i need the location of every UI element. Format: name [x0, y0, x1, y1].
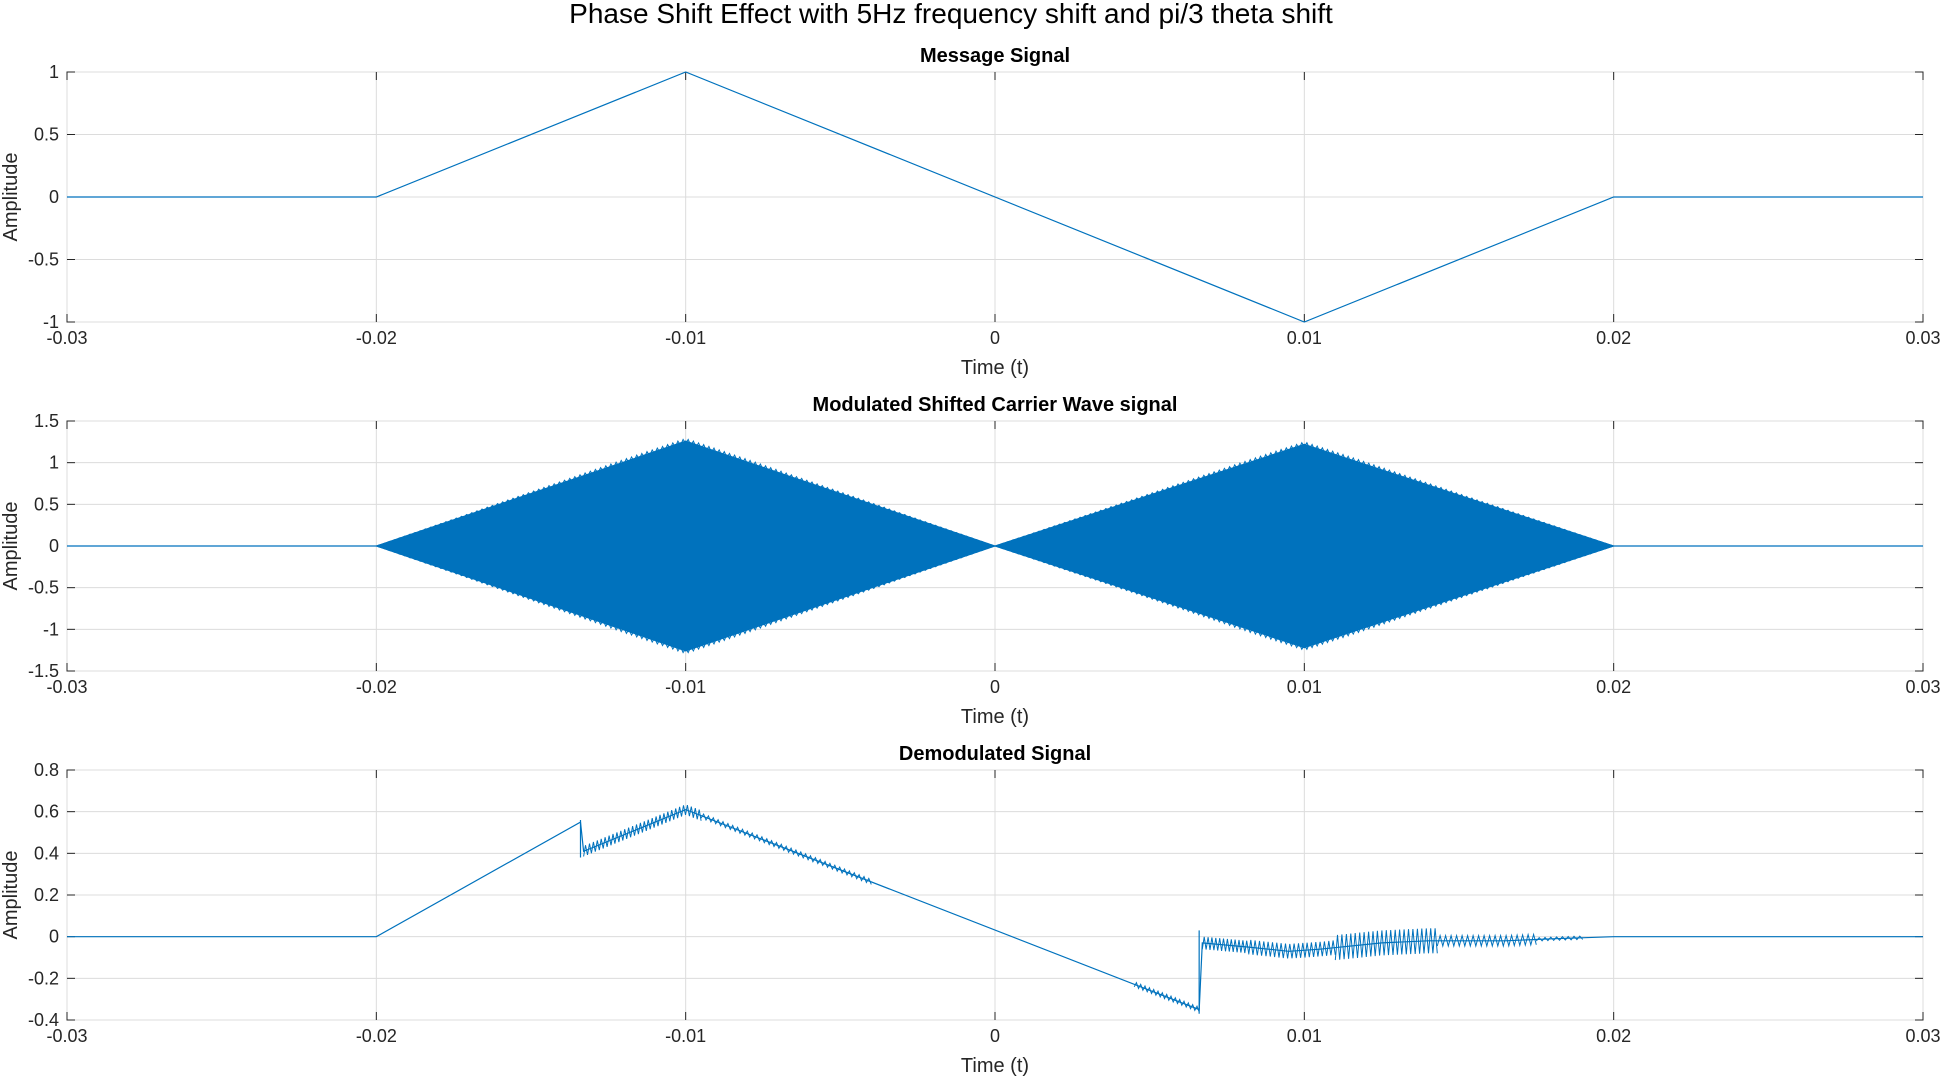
modulated-signal-lower-edge	[376, 545, 1614, 654]
x-tick-label: 0	[990, 328, 1000, 348]
x-tick-label: 0.03	[1905, 328, 1940, 348]
x-tick-label: -0.02	[356, 677, 397, 697]
x-tick-label: -0.02	[356, 1026, 397, 1046]
x-tick-label: -0.03	[46, 1026, 87, 1046]
y-tick-label: -0.5	[28, 250, 59, 270]
y-tick-label: -1	[43, 619, 59, 639]
demod-ripple-segment-e	[1535, 935, 1584, 942]
demod-ripple-segment-a	[1201, 936, 1250, 954]
y-tick-label: 0.2	[34, 885, 59, 905]
x-tick-label: 0.01	[1287, 1026, 1322, 1046]
x-tick-label: 0.02	[1596, 328, 1631, 348]
y-tick-label: 1	[49, 62, 59, 82]
y-tick-label: 0	[49, 536, 59, 556]
x-tick-label: 0.02	[1596, 1026, 1631, 1046]
y-tick-label: 0	[49, 927, 59, 947]
y-tick-label: -1.5	[28, 661, 59, 681]
ticks: -0.03 -0.02 -0.01 0 0.01 0.02 0.03 -1 -0.5 0 0.5 1	[28, 62, 1941, 348]
y-tick-label: 0.8	[34, 760, 59, 780]
x-axis-label: Time (t)	[961, 706, 1029, 728]
subplot-title: Message Signal	[920, 45, 1070, 67]
subplot-modulated-signal: -0.03 -0.02 -0.01 0 0.01 0.02 0.03 -1.5 -1 -0.5 0 0…	[0, 394, 1941, 728]
ticks: -0.03 -0.02 -0.01 0 0.01 0.02 0.03 -1.5 -1 -0.5 0 0…	[28, 411, 1941, 697]
plot-area	[67, 438, 1923, 654]
x-axis-label: Time (t)	[961, 357, 1029, 379]
y-tick-label: 0	[49, 187, 59, 207]
y-tick-label: -0.4	[28, 1010, 59, 1030]
y-tick-label: 0.6	[34, 802, 59, 822]
subplot-title: Demodulated Signal	[899, 743, 1091, 765]
demod-ripple-trough	[1133, 981, 1200, 1013]
x-tick-label: -0.01	[665, 1026, 706, 1046]
signal-line	[67, 71, 1923, 323]
x-tick-label: -0.03	[46, 677, 87, 697]
demod-ripple-descent	[700, 813, 872, 885]
y-tick-label: 0.4	[34, 843, 59, 863]
x-tick-label: -0.01	[665, 328, 706, 348]
demod-ripple-peak	[583, 805, 702, 857]
y-tick-label: -0.5	[28, 578, 59, 598]
x-tick-label: 0	[990, 677, 1000, 697]
y-tick-label: 0.5	[34, 125, 59, 145]
x-tick-label: 0.01	[1287, 677, 1322, 697]
x-axis-label: Time (t)	[961, 1055, 1029, 1077]
y-tick-label: -1	[43, 312, 59, 332]
subplot-message-signal: -0.03 -0.02 -0.01 0 0.01 0.02 0.03-1-0.500.51 …	[0, 45, 1941, 379]
y-axis-label: Amplitude	[0, 851, 22, 940]
figure-title: Phase Shift Effect with 5Hz frequency sh…	[569, 0, 1333, 29]
plot-area	[67, 71, 1923, 323]
x-tick-label: 0.03	[1905, 1026, 1940, 1046]
x-tick-label: -0.03	[46, 328, 87, 348]
x-tick-label: 0.03	[1905, 677, 1940, 697]
y-tick-label: 1.5	[34, 411, 59, 431]
demod-ripple-segment-c	[1334, 928, 1438, 961]
demod-ripple-segment-d	[1436, 932, 1537, 948]
y-tick-label: 0.5	[34, 494, 59, 514]
demod-ripple-segment-b	[1248, 939, 1336, 959]
plot-area	[67, 805, 1923, 1014]
y-axis-label: Amplitude	[0, 502, 22, 591]
y-axis-label: Amplitude	[0, 153, 22, 242]
x-tick-label: -0.01	[665, 677, 706, 697]
subplot-title: Modulated Shifted Carrier Wave signal	[813, 394, 1178, 416]
subplot-demodulated-signal: -0.03 -0.02 -0.01 0 0.01 0.02 0.03 -0.4 -0.2 0 0.2…	[0, 743, 1941, 1077]
x-tick-label: 0	[990, 1026, 1000, 1046]
y-tick-label: 1	[49, 453, 59, 473]
x-tick-label: 0.02	[1596, 677, 1631, 697]
x-tick-label: -0.02	[356, 328, 397, 348]
y-tick-label: -0.2	[28, 968, 59, 988]
ticks: -0.03 -0.02 -0.01 0 0.01 0.02 0.03 -0.4 -0.2 0 0.2…	[28, 760, 1941, 1046]
x-tick-label: 0.01	[1287, 328, 1322, 348]
